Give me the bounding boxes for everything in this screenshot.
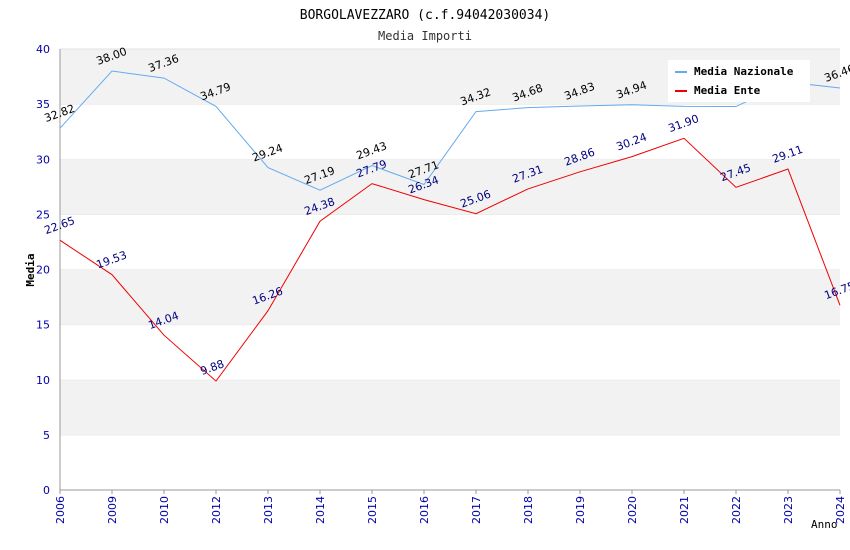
grid-band [60, 214, 840, 270]
y-tick-label: 30 [36, 153, 50, 166]
legend-box [668, 60, 810, 102]
y-tick-label: 20 [36, 264, 50, 277]
x-tick-label: 2017 [470, 496, 483, 524]
grid-band [60, 379, 840, 435]
x-tick-label: 2019 [574, 496, 587, 524]
x-tick-label: 2020 [626, 496, 639, 524]
y-tick-label: 0 [43, 484, 50, 497]
x-tick-label: 2010 [158, 496, 171, 524]
y-tick-label: 40 [36, 43, 50, 56]
grid-bands [60, 48, 840, 490]
y-tick-label: 35 [36, 98, 50, 111]
grid-band [60, 324, 840, 380]
chart-subtitle: Media Importi [378, 29, 472, 43]
y-tick-label: 5 [43, 429, 50, 442]
grid-band [60, 434, 840, 490]
x-ticks: 2006 2009 2010 2012 2013 2014 2015 2016 2017 2018… [54, 490, 847, 524]
legend-label-nazionale: Media Nazionale [694, 65, 794, 78]
y-tick-label: 25 [36, 208, 50, 221]
series-lines [59, 70, 841, 382]
x-tick-label: 2015 [366, 496, 379, 524]
x-axis-label: Anno [811, 518, 838, 531]
y-tick-label: 15 [36, 319, 50, 332]
x-tick-label: 2016 [418, 496, 431, 524]
y-axis-label: Media [24, 253, 37, 286]
x-tick-label: 2006 [54, 496, 67, 524]
x-tick-label: 2014 [314, 496, 327, 524]
x-tick-label: 2012 [210, 496, 223, 524]
x-tick-label: 2021 [678, 496, 691, 524]
series-line-ente [59, 137, 841, 382]
grid-band [60, 269, 840, 325]
series-line-nazionale [59, 70, 841, 191]
x-tick-label: 2022 [730, 496, 743, 524]
x-tick-label: 2009 [106, 496, 119, 524]
legend-label-ente: Media Ente [694, 84, 761, 97]
x-tick-label: 2013 [262, 496, 275, 524]
y-ticks: 0 5 10 15 20 25 30 35 40 [36, 43, 50, 497]
axes [59, 49, 840, 491]
grid-band [60, 104, 840, 160]
legend: Media Nazionale Media Ente [668, 60, 810, 102]
x-tick-label: 2018 [522, 496, 535, 524]
x-tick-label: 2024 [834, 496, 847, 524]
y-tick-label: 10 [36, 374, 50, 387]
grid-band [60, 159, 840, 215]
x-tick-label: 2023 [782, 496, 795, 524]
chart-title: BORGOLAVEZZARO (c.f.94042030034) [300, 8, 550, 23]
